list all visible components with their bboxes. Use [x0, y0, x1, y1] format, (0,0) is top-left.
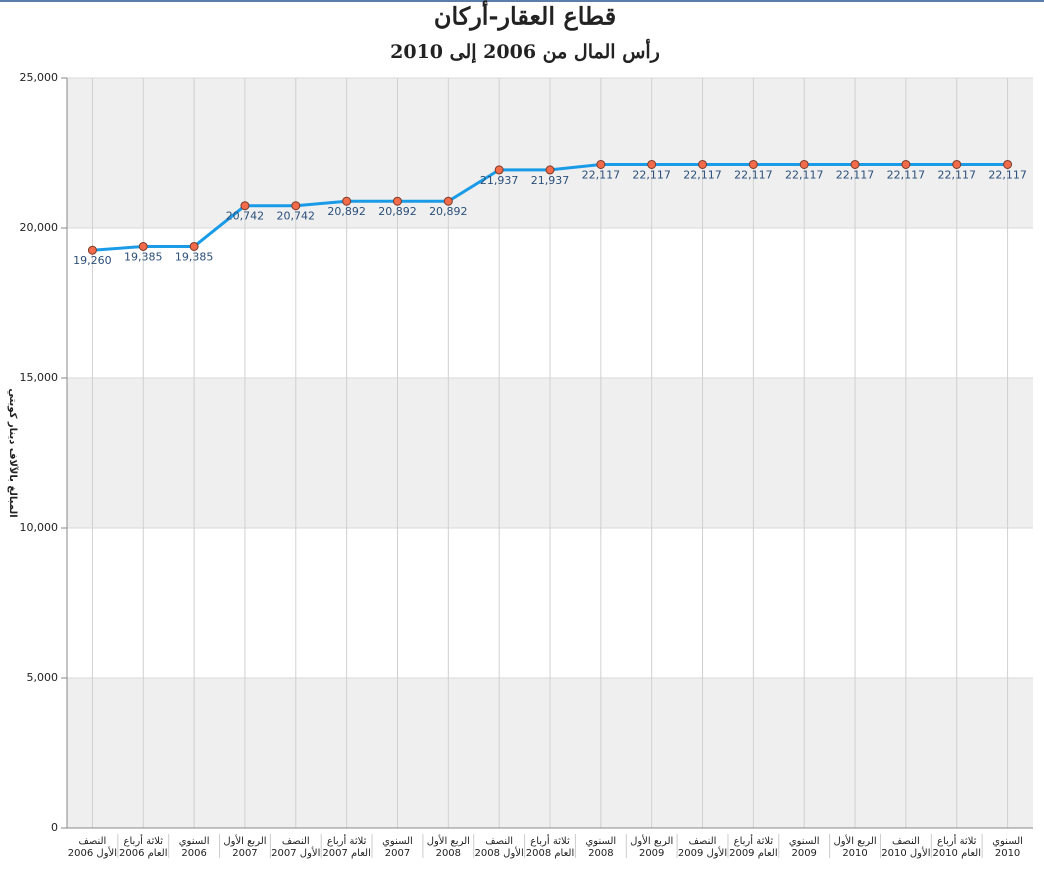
x-tick-label: 2006: [181, 848, 206, 859]
x-tick-label: السنوي: [992, 836, 1023, 847]
data-label: 20,892: [327, 205, 366, 218]
x-tick-label: السنوي: [179, 836, 210, 847]
x-tick-label: الأول 2009: [678, 846, 727, 859]
data-point: [240, 201, 250, 211]
x-tick-label: الأول 2006: [68, 846, 117, 859]
x-tick-label: السنوي: [585, 836, 616, 847]
data-label: 20,892: [429, 205, 468, 218]
data-label: 21,937: [531, 174, 570, 187]
y-tick-label: 15,000: [20, 371, 59, 384]
data-label: 22,117: [632, 168, 671, 181]
x-tick-label: ثلاثة أرباع: [530, 834, 570, 847]
data-point: [87, 245, 97, 255]
data-point: [494, 165, 504, 175]
x-tick-label: 2009: [791, 848, 816, 859]
data-label: 21,937: [480, 174, 519, 187]
x-tick-label: العام 2007: [322, 848, 371, 859]
data-point: [799, 159, 809, 169]
x-tick-label: 2010: [842, 848, 867, 859]
data-label: 22,117: [734, 168, 773, 181]
x-tick-label: السنوي: [382, 836, 413, 847]
x-tick-label: 2007: [385, 848, 410, 859]
y-tick-label: 10,000: [20, 521, 59, 534]
data-label: 20,742: [226, 210, 265, 223]
x-tick-label: النصف: [78, 836, 106, 847]
x-tick-label: 2010: [995, 848, 1020, 859]
x-tick-label: النصف: [485, 836, 513, 847]
x-tick-label: الأول 2007: [271, 846, 320, 859]
data-label: 22,117: [582, 168, 621, 181]
x-tick-label: الربع الأول: [223, 834, 266, 847]
data-point: [392, 196, 402, 206]
data-label: 22,117: [887, 168, 926, 181]
x-tick-label: النصف: [892, 836, 920, 847]
x-tick-label: 2008: [588, 848, 613, 859]
data-point: [138, 241, 148, 251]
x-tick-label: النصف: [282, 836, 310, 847]
chart-subtitle: رأس المال من 2006 إلى 2010: [390, 38, 660, 64]
data-point: [443, 196, 453, 206]
y-axis-label: المبالغ بالآلاف دينار كويتي: [7, 388, 19, 517]
data-label: 19,385: [175, 250, 214, 263]
data-point: [698, 159, 708, 169]
x-tick-label: الربع الأول: [833, 834, 876, 847]
x-tick-label: العام 2010: [932, 848, 981, 859]
x-tick-label: السنوي: [789, 836, 820, 847]
data-point: [342, 196, 352, 206]
data-label: 19,385: [124, 250, 163, 263]
data-point: [291, 201, 301, 211]
top-border: [0, 0, 1044, 2]
x-tick-label: 2009: [639, 848, 664, 859]
data-point: [1003, 159, 1013, 169]
data-label: 22,117: [937, 168, 976, 181]
x-tick-label: العام 2006: [119, 848, 168, 859]
data-point: [850, 159, 860, 169]
x-tick-label: ثلاثة أرباع: [327, 834, 367, 847]
x-tick-label: العام 2008: [526, 848, 575, 859]
x-tick-label: العام 2009: [729, 848, 778, 859]
y-tick-label: 0: [51, 821, 58, 834]
data-label: 19,260: [73, 254, 112, 267]
data-point: [596, 159, 606, 169]
data-label: 22,117: [683, 168, 722, 181]
x-tick-label: الربع الأول: [630, 834, 673, 847]
chart-title: قطاع العقار-أركان: [434, 0, 616, 32]
data-label: 22,117: [836, 168, 875, 181]
y-tick-label: 5,000: [27, 671, 59, 684]
data-point: [748, 159, 758, 169]
data-point: [647, 159, 657, 169]
data-point: [901, 159, 911, 169]
data-point: [189, 241, 199, 251]
x-tick-label: الأول 2008: [475, 846, 524, 859]
x-tick-label: 2007: [232, 848, 257, 859]
data-label: 22,117: [785, 168, 824, 181]
x-tick-label: الأول 2010: [881, 846, 930, 859]
x-tick-label: 2008: [436, 848, 461, 859]
data-point: [545, 165, 555, 175]
y-tick-label: 25,000: [20, 71, 59, 84]
data-label: 20,742: [277, 210, 316, 223]
x-tick-label: النصف: [689, 836, 717, 847]
x-tick-label: ثلاثة أرباع: [124, 834, 164, 847]
x-tick-label: الربع الأول: [427, 834, 470, 847]
x-tick-label: ثلاثة أرباع: [937, 834, 977, 847]
data-label: 20,892: [378, 205, 417, 218]
y-tick-label: 20,000: [20, 221, 59, 234]
data-label: 22,117: [988, 168, 1027, 181]
x-tick-label: ثلاثة أرباع: [734, 834, 774, 847]
data-point: [952, 159, 962, 169]
